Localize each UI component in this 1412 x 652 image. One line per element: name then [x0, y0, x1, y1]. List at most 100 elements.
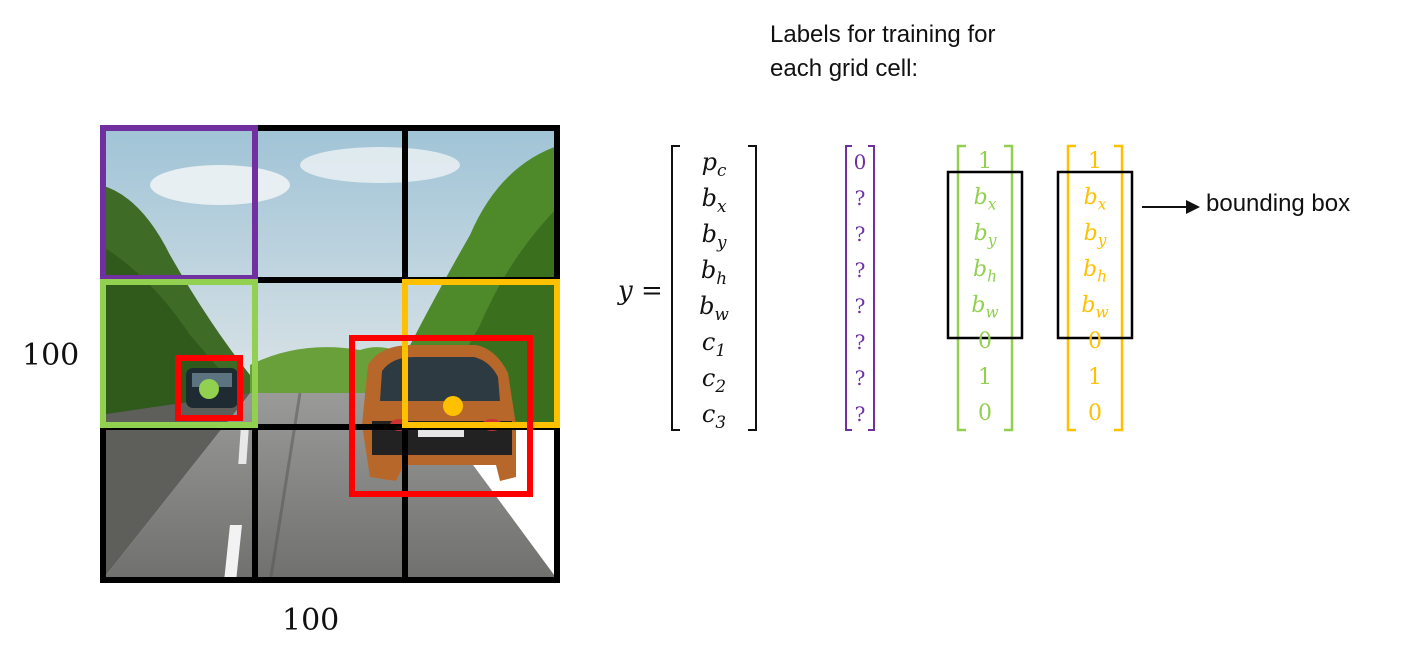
labels-title: Labels for training for each grid cell: [770, 18, 1090, 86]
purple-vector-entry-symbol: 0 [853, 150, 867, 174]
label-vector-entry: bh [664, 252, 764, 288]
purple-vector-entry: ? [838, 396, 882, 432]
label-vector-entry-subscript: x [716, 195, 727, 216]
green-vector-entry: 1 [946, 144, 1024, 180]
label-vector-entry-subscript: 1 [715, 339, 727, 360]
label-vector-entry-subscript: c [716, 159, 727, 180]
image-height-label: 100 [22, 338, 80, 373]
orange-vector-entry-subscript: y [1097, 231, 1107, 250]
purple-vector-entry: ? [838, 252, 882, 288]
orange-vector-entry: 0 [1056, 396, 1134, 432]
label-vector-entry-symbol: c [701, 364, 716, 392]
green-vector-entry: bw [946, 288, 1024, 324]
label-vector-entry-symbol: b [701, 220, 717, 248]
image-width-label: 100 [282, 603, 340, 638]
bounding-box-arrow-icon [1142, 200, 1200, 214]
green-vector-entry: 0 [946, 324, 1024, 360]
green-vector-entry: bh [946, 252, 1024, 288]
large-car-bounding-box [349, 335, 533, 497]
green-vector-brackets [946, 144, 1024, 432]
orange-cell-outline [402, 279, 560, 428]
large-car-window [380, 357, 500, 401]
green-vector-entry-subscript: y [987, 231, 997, 250]
orange-vector-entry: bw [1056, 288, 1134, 324]
label-vector-entry-symbol: p [701, 148, 717, 176]
bounding-box-label: bounding box [1206, 190, 1351, 217]
orange-vector-entry: 1 [1056, 144, 1134, 180]
labels-title-line-1: Labels for training for [770, 21, 996, 48]
orange-vector-entry-subscript: x [1097, 195, 1107, 214]
green-vector-entry-symbol: b [971, 293, 986, 318]
orange-vector-entry: bh [1056, 252, 1134, 288]
green-vector-entry: bx [946, 180, 1024, 216]
purple-vector-brackets [845, 145, 875, 431]
road-image [100, 125, 560, 583]
label-vector-entry: c3 [664, 396, 764, 432]
green-bbox-group-outline [946, 170, 1024, 340]
purple-vector-entry-symbol: ? [854, 222, 866, 246]
purple-vector-entry: ? [838, 216, 882, 252]
orange-vector-brackets [1056, 144, 1134, 432]
green-vector-entry: 1 [946, 360, 1024, 396]
green-vector-entry-symbol: b [973, 185, 988, 210]
green-vector-entry-subscript: x [987, 195, 997, 214]
orange-vector-entry-symbol: 0 [1088, 401, 1102, 426]
green-vector-entry-symbol: b [972, 257, 988, 282]
green-vector-entry-symbol: 0 [978, 329, 992, 354]
label-vector: pc bx by bh bw c1 c2 c3 [664, 142, 764, 434]
label-vector-entry-symbol: c [701, 328, 716, 356]
label-vector-entry-symbol: b [701, 184, 717, 212]
orange-vector-entry: by [1056, 216, 1134, 252]
green-cell-outline [100, 279, 258, 428]
purple-vector-entry-symbol: ? [854, 402, 866, 426]
label-vector-entry: pc [664, 144, 764, 180]
purple-vector-entry-symbol: ? [854, 330, 866, 354]
green-vector-entry: 0 [946, 396, 1024, 432]
orange-vector-entry: 0 [1056, 324, 1134, 360]
green-vector-entry-symbol: 1 [978, 365, 992, 390]
orange-vector-entry-subscript: h [1097, 267, 1107, 286]
label-vector-entry-subscript: 2 [715, 375, 727, 396]
orange-vector-entry-symbol: 1 [1088, 149, 1102, 174]
label-vector-entry-subscript: h [716, 267, 728, 288]
labels-title-line-2: each grid cell: [770, 55, 919, 82]
label-vector-entry: c1 [664, 324, 764, 360]
purple-vector-entry: ? [838, 360, 882, 396]
label-vector-entry: by [664, 216, 764, 252]
green-vector-entry-subscript: w [985, 303, 999, 322]
label-vector-entry-subscript: y [716, 231, 727, 252]
label-vector-brackets [671, 145, 757, 431]
label-vector-entry: bw [664, 288, 764, 324]
green-vector-entry-symbol: 0 [978, 401, 992, 426]
label-vector-entry: bx [664, 180, 764, 216]
orange-vector-entry: bx [1056, 180, 1134, 216]
orange-vector-entry-symbol: 1 [1088, 365, 1102, 390]
label-vector-entry-symbol: b [699, 292, 715, 320]
purple-vector-entry: 0 [838, 144, 882, 180]
purple-vector: 0??????? [838, 142, 882, 434]
purple-cell-outline [100, 125, 258, 281]
orange-vector-entry-symbol: b [1083, 185, 1098, 210]
label-vector-entry-symbol: c [701, 400, 716, 428]
purple-vector-entry-symbol: ? [854, 294, 866, 318]
purple-vector-entry: ? [838, 324, 882, 360]
label-vector-entry-symbol: b [700, 256, 717, 284]
purple-vector-entry-symbol: ? [854, 186, 866, 210]
cloud [150, 165, 290, 205]
orange-vector-entry-symbol: b [1081, 293, 1096, 318]
green-vector-entry-symbol: b [973, 221, 988, 246]
orange-vector-entry-subscript: w [1095, 303, 1109, 322]
orange-vector: 1 bx by bh bw 0 1 0 [1056, 142, 1134, 434]
orange-bbox-group-outline [1056, 170, 1134, 340]
road-grid-figure [100, 125, 560, 583]
y-equals: y = [618, 276, 663, 306]
orange-vector-entry-symbol: b [1083, 221, 1098, 246]
orange-vector-entry: 1 [1056, 360, 1134, 396]
green-vector-entry-subscript: h [987, 267, 997, 286]
label-vector-entry-subscript: w [714, 303, 729, 324]
green-center-dot [199, 379, 219, 399]
orange-vector-entry-symbol: 0 [1088, 329, 1102, 354]
orange-center-dot [443, 396, 463, 416]
lane-mark [224, 525, 242, 577]
green-vector: 1 bx by bh bw 0 1 0 [946, 142, 1024, 434]
